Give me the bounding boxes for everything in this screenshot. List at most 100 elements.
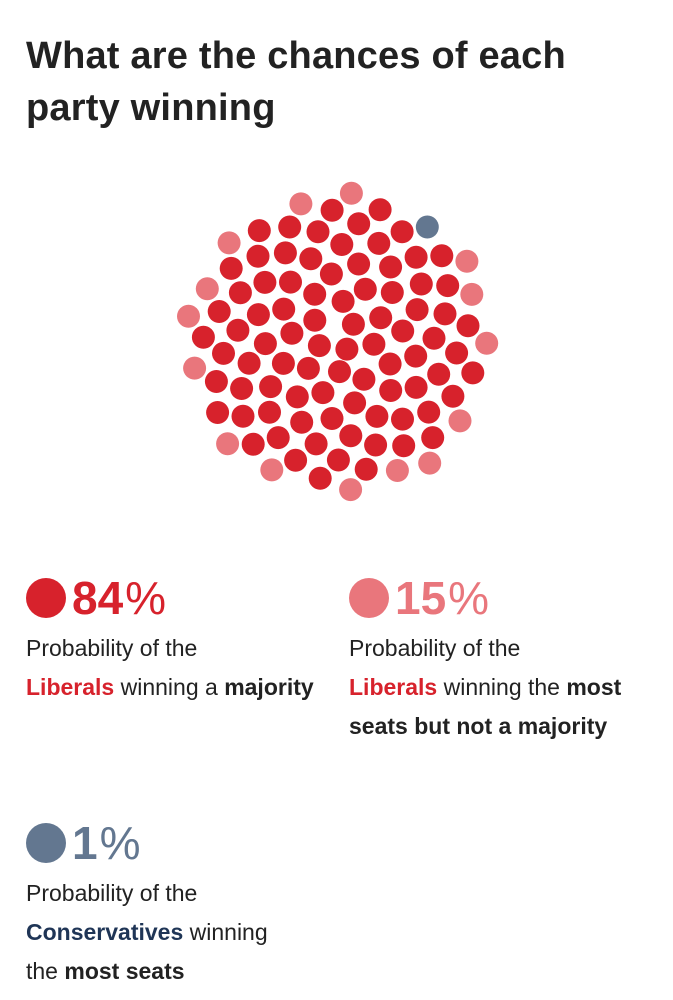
dot-liberal-majority [392, 434, 416, 458]
dot-liberal-majority [304, 432, 328, 456]
stat-header: 15% [349, 573, 649, 623]
dot-liberal-majority [320, 198, 344, 222]
dot-liberal-majority [405, 298, 429, 322]
dot-liberal-majority [430, 244, 454, 268]
description-emphasis: majority [224, 674, 314, 700]
dot-liberal-majority [191, 325, 215, 349]
dot-liberal-majority [266, 426, 290, 450]
description-rest: winning [183, 919, 268, 945]
dot-liberal-majority [207, 300, 231, 323]
dot-liberal-majority [354, 457, 378, 481]
dot-liberal-plurality [339, 478, 363, 502]
dot-liberal-plurality [339, 181, 363, 205]
dot-liberal-majority [296, 356, 320, 380]
dot-liberal-majority [308, 466, 332, 490]
dot-liberal-plurality [455, 249, 479, 273]
dot-liberal-majority [278, 215, 302, 239]
dot-liberal-majority [380, 281, 404, 304]
dot-liberal-majority [391, 407, 414, 431]
dot-liberal-majority [330, 233, 354, 256]
dot-liberal-majority [290, 410, 314, 434]
dot-liberal-majority [352, 367, 376, 391]
dot-liberal-majority [339, 424, 363, 448]
dot-liberal-majority [341, 312, 365, 336]
description-lead: Probability of the [26, 635, 198, 661]
dot-liberal-majority [285, 385, 309, 409]
dot-liberal-majority [369, 306, 393, 330]
dot-liberal-plurality [216, 432, 240, 456]
dot-liberal-majority [219, 256, 243, 280]
percentage-conservative-plurality: 1% [72, 818, 141, 868]
dot-liberal-majority [456, 314, 480, 338]
dot-liberal-majority [326, 448, 350, 472]
percentage-value: 1 [72, 817, 98, 869]
description-lead: Probability of the [349, 635, 521, 661]
dot-liberal-majority [364, 433, 388, 457]
dot-liberal-majority [404, 245, 428, 269]
dot-liberal-plurality [183, 356, 207, 380]
dot-liberal-majority [319, 262, 343, 286]
dot-liberal-majority [307, 334, 331, 358]
dot-liberal-majority [404, 375, 428, 399]
dot-liberal-majority [427, 362, 451, 386]
dot-liberal-majority [204, 370, 228, 393]
dot-liberal-plurality [418, 451, 442, 475]
dot-liberal-majority [433, 302, 457, 326]
dot-liberal-majority [343, 391, 367, 415]
party-name-liberals: Liberals [26, 674, 115, 700]
dot-liberal-majority [421, 426, 445, 450]
dot-liberal-majority [259, 375, 283, 399]
stat-description: Probability of the Liberals winning the … [349, 629, 649, 746]
dot-liberal-majority [226, 318, 250, 342]
dot-liberal-majority [231, 404, 255, 428]
dot-liberal-majority [320, 407, 344, 430]
dot-liberal-plurality [177, 304, 200, 328]
dot-liberal-majority [253, 332, 277, 356]
dot-liberal-majority [461, 361, 485, 385]
dot-liberal-majority [367, 231, 391, 255]
legend-dot-liberal-plurality [349, 578, 389, 618]
dot-liberal-plurality [260, 458, 284, 482]
dot-liberal-majority [241, 432, 265, 456]
dot-liberal-plurality [217, 231, 241, 255]
dot-conservative-plurality [415, 215, 439, 239]
stat-description: Probability of the Liberals winning a ma… [26, 629, 326, 707]
dot-liberal-majority [404, 344, 428, 368]
description-rest: winning a [114, 674, 218, 700]
description-emphasis: most seats [64, 958, 185, 984]
dot-liberal-majority [279, 270, 302, 294]
dot-liberal-majority [331, 289, 355, 313]
dot-liberal-plurality [475, 331, 499, 355]
dot-liberal-majority [378, 352, 402, 376]
party-name-liberals: Liberals [349, 674, 438, 700]
dot-liberal-majority [247, 219, 271, 243]
percentage-liberal-majority: 84% [72, 573, 166, 623]
percent-sign: % [125, 572, 167, 624]
dot-liberal-majority [271, 351, 295, 375]
dot-liberal-plurality [385, 459, 409, 482]
dot-liberal-plurality [448, 409, 472, 433]
dot-liberal-majority [328, 360, 351, 384]
dot-liberal-majority [445, 341, 469, 365]
dot-liberal-majority [206, 401, 230, 424]
description-lead: Probability of the [26, 880, 198, 906]
dot-liberal-majority [303, 282, 327, 306]
percentage-value: 15 [395, 572, 447, 624]
dot-liberal-majority [362, 332, 386, 356]
dot-liberal-majority [391, 319, 415, 343]
dot-liberal-majority [212, 341, 235, 365]
percent-sign: % [99, 817, 141, 869]
stat-liberal-majority: 84% Probability of the Liberals winning … [26, 573, 326, 707]
dot-liberal-majority [422, 326, 446, 350]
dot-liberal-majority [379, 379, 403, 402]
dot-liberal-majority [284, 448, 308, 472]
dot-liberal-majority [230, 377, 254, 400]
dot-liberal-majority [246, 244, 270, 268]
description-rest: winning the [437, 674, 560, 700]
description-pre-emphasis: the [26, 958, 65, 984]
legend-dot-conservative-plurality [26, 823, 66, 863]
stat-liberal-plurality: 15% Probability of the Liberals winning … [349, 573, 649, 746]
stat-description: Probability of the Conservatives winning… [26, 874, 326, 991]
dot-liberal-majority [228, 281, 252, 305]
chart-title: What are the chances of each party winni… [26, 35, 566, 129]
